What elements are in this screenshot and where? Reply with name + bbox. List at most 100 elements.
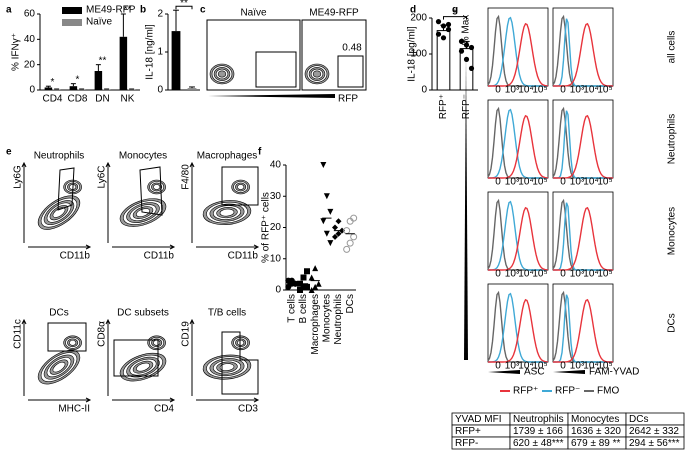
axis-wedge [553,370,585,374]
axis-wedge [488,370,520,374]
x-tick-label: 10⁵ [597,269,612,280]
x-tick-label: 10³ [505,177,520,188]
data-point [445,26,452,33]
x-tick-label: 10⁴ [518,269,533,280]
axis-arrow [189,161,195,243]
x-tick-label: 10³ [505,269,520,280]
data-point [350,214,358,222]
histogram [488,16,548,87]
bar [187,88,197,90]
table-text: 1739 ± 166 [513,426,563,437]
legend-swatch [62,19,82,26]
data-point [440,35,447,41]
bar [94,71,103,90]
data-point [463,56,470,63]
data-point [332,233,338,240]
x-tick-label: 0 [495,85,501,96]
histogram [488,200,548,271]
x-tick-label: 10³ [505,361,520,372]
error-bar [70,83,76,87]
histogram [553,110,613,179]
histogram [553,206,613,271]
x-tick-label: DN [95,94,109,105]
contour [153,184,161,190]
histogram [487,106,548,179]
legend-label: Naïve [86,17,113,28]
histogram [487,198,548,271]
axis-arrow [28,397,92,403]
y-tick-label: 20 [270,222,282,233]
data-point [312,265,319,272]
data-point [320,218,327,225]
axis-arrow [105,318,111,396]
contour [219,208,235,217]
axis-arrow [112,244,176,250]
x-tick-label: 10⁴ [583,177,598,188]
histogram [488,108,548,179]
histogram [553,202,613,271]
x-tick-label: 10³ [570,361,585,372]
row-label: Neutrophils [667,114,678,165]
gate [47,322,87,352]
y-axis-label: IL-18 [pg/ml] [407,26,418,82]
contour [52,207,66,218]
histogram [487,290,548,363]
histogram [553,22,613,87]
contour [237,184,245,190]
panel-letter: a [6,5,12,16]
y-tick-label: 0 [421,85,427,96]
x-tick-label: 0 [560,177,566,188]
table-text: 679 ± 89 ** [571,438,621,449]
x-axis-label: FAM-YVAD [589,367,639,378]
histogram [553,298,613,363]
data-point [458,48,465,54]
legend-swatch [62,7,82,14]
table-text: YVAD MFI [455,414,501,425]
y-axis-label: CD8α [97,321,108,347]
x-tick-label: 10⁵ [532,177,547,188]
data-point [445,21,452,28]
x-axis-label: ASC [524,367,545,378]
table-cell [625,436,685,450]
data-point [315,280,322,287]
x-tick-label: CD8 [67,94,87,105]
panel-letter: e [6,147,12,158]
plot-title: Monocytes [119,151,167,162]
axis-arrow [105,161,111,243]
y-axis-label: CD11c [13,319,24,349]
y-tick-label: 0 [29,85,35,96]
error-bar [45,85,51,88]
row-label: DCs [667,313,678,332]
legend-label: ME49-RFP [86,5,136,16]
data-point [468,44,475,51]
table-text: RFP+ [455,426,481,437]
data-point [346,239,354,247]
bar [171,31,181,91]
histogram [553,294,613,363]
legend-label: RFP⁻ [555,386,580,397]
histogram [553,18,613,87]
y-axis-label: Ly6C [97,166,108,189]
data-point [435,19,442,25]
x-tick-label: 0 [495,269,501,280]
data-point [312,283,319,290]
y-tick-label: 100 [410,49,427,60]
plot-title: Macrophages [197,151,258,162]
contour [237,339,245,346]
bar [52,89,61,90]
axis-wedge [208,94,335,98]
legend-label: RFP⁺ [513,386,538,397]
contour [153,339,161,346]
significance-bracket [443,16,467,20]
gate [113,339,159,377]
x-tick-label: 10³ [570,85,585,96]
data-point [308,287,315,293]
data-point [458,38,465,45]
y-axis-label: IL-18 [ng/ml] [145,24,156,80]
plot-title: DC subsets [117,308,169,319]
significance: ** [99,55,107,66]
histogram [488,292,548,363]
panel-letter: g [452,5,458,16]
histogram [488,114,549,179]
data-point [440,23,447,29]
